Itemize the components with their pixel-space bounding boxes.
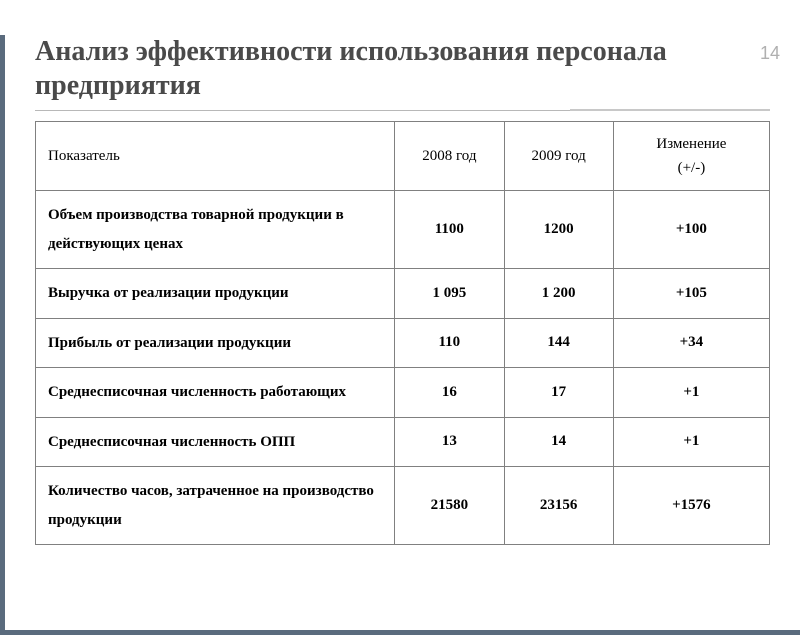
year2-cell: 1 200	[504, 269, 613, 319]
header-year2: 2009 год	[504, 122, 613, 191]
year2-cell: 1200	[504, 191, 613, 269]
year1-cell: 16	[395, 368, 504, 418]
indicator-cell: Среднесписочная численность работающих	[36, 368, 395, 418]
table-row: Прибыль от реализации продукции 110 144 …	[36, 318, 770, 368]
table-row: Количество часов, затраченное на произво…	[36, 467, 770, 545]
table-header-row: Показатель 2008 год 2009 год Изменение (…	[36, 122, 770, 191]
year1-cell: 110	[395, 318, 504, 368]
header-change: Изменение (+/-)	[613, 122, 769, 191]
table-row: Выручка от реализации продукции 1 095 1 …	[36, 269, 770, 319]
indicator-cell: Количество часов, затраченное на произво…	[36, 467, 395, 545]
header-year1: 2008 год	[395, 122, 504, 191]
change-cell: +1	[613, 368, 769, 418]
change-label-1: Изменение	[656, 136, 726, 152]
efficiency-table: Показатель 2008 год 2009 год Изменение (…	[35, 121, 770, 545]
change-cell: +100	[613, 191, 769, 269]
indicator-cell: Выручка от реализации продукции	[36, 269, 395, 319]
year1-cell: 13	[395, 417, 504, 467]
table-row: Среднесписочная численность работающих 1…	[36, 368, 770, 418]
table-row: Среднесписочная численность ОПП 13 14 +1	[36, 417, 770, 467]
year2-cell: 14	[504, 417, 613, 467]
change-label-2: (+/-)	[678, 160, 706, 176]
change-cell: +105	[613, 269, 769, 319]
slide-container: 14 Анализ эффективности использования пе…	[0, 35, 800, 635]
table-row: Объем производства товарной продукции в …	[36, 191, 770, 269]
indicator-cell: Среднесписочная численность ОПП	[36, 417, 395, 467]
change-cell: +1	[613, 417, 769, 467]
slide-title: Анализ эффективности использования персо…	[35, 35, 770, 102]
header-indicator: Показатель	[36, 122, 395, 191]
indicator-cell: Прибыль от реализации продукции	[36, 318, 395, 368]
page-number: 14	[760, 43, 780, 64]
year1-cell: 21580	[395, 467, 504, 545]
year2-cell: 23156	[504, 467, 613, 545]
change-cell: +34	[613, 318, 769, 368]
year1-cell: 1 095	[395, 269, 504, 319]
indicator-cell: Объем производства товарной продукции в …	[36, 191, 395, 269]
year2-cell: 144	[504, 318, 613, 368]
year1-cell: 1100	[395, 191, 504, 269]
change-cell: +1576	[613, 467, 769, 545]
year2-cell: 17	[504, 368, 613, 418]
title-divider	[35, 110, 770, 111]
